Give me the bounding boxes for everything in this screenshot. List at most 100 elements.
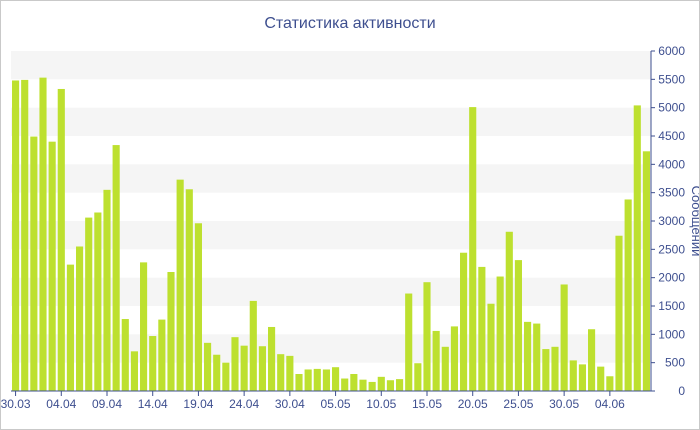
data-bar (588, 329, 596, 391)
x-tick-label: 14.04 (138, 397, 168, 411)
y-tick-label: 4000 (658, 157, 685, 171)
data-bar (149, 336, 157, 391)
data-bar (341, 378, 349, 391)
x-tick-label: 30.04 (275, 397, 305, 411)
data-bar (551, 346, 559, 391)
data-bar (441, 346, 449, 391)
data-bar (158, 319, 166, 391)
x-tick-label: 15.05 (412, 397, 442, 411)
x-tick-label: 30.03 (1, 397, 31, 411)
data-bar (560, 284, 568, 391)
x-tick-label: 19.04 (183, 397, 213, 411)
data-bar (469, 107, 477, 391)
data-bar (350, 374, 358, 391)
y-tick-label: 5500 (658, 72, 685, 86)
data-bar (432, 330, 440, 391)
data-bar (39, 77, 47, 391)
data-bar (304, 369, 312, 391)
data-bar (286, 355, 294, 391)
data-bar (76, 246, 84, 391)
data-bar (185, 189, 193, 391)
data-bar (542, 349, 550, 391)
data-bar (377, 376, 385, 391)
data-bar (85, 217, 93, 391)
y-axis-label: Сообщений (689, 186, 699, 257)
data-bar (222, 362, 230, 391)
data-bar (66, 264, 74, 391)
x-tick-label: 04.06 (595, 397, 625, 411)
data-bar (21, 79, 29, 392)
y-tick-label: 1500 (658, 299, 685, 313)
chart-title: Статистика активности (264, 15, 436, 32)
x-tick-label: 10.05 (366, 397, 396, 411)
data-bar (460, 252, 468, 391)
data-bar (240, 345, 248, 391)
data-bar (514, 260, 522, 391)
data-bar (423, 282, 431, 391)
data-bar (213, 354, 221, 391)
data-bar (505, 231, 513, 391)
data-bar (642, 151, 650, 391)
data-bar (478, 266, 486, 391)
data-bar (386, 380, 394, 391)
y-tick-label: 2500 (658, 242, 685, 256)
data-bar (606, 376, 614, 391)
data-bar (313, 368, 321, 391)
y-tick-label: 4500 (658, 129, 685, 143)
data-bar (121, 319, 129, 391)
x-tick-label: 09.04 (92, 397, 122, 411)
data-bar (396, 379, 404, 391)
grid-band (11, 107, 651, 136)
x-tick-label: 04.04 (46, 397, 76, 411)
y-tick-label: 3500 (658, 186, 685, 200)
y-tick-label: 1000 (658, 327, 685, 341)
data-bar (204, 342, 212, 391)
y-tick-label: 500 (665, 356, 685, 370)
data-bar (615, 235, 623, 391)
data-bar (57, 88, 65, 391)
x-tick-label: 30.05 (549, 397, 579, 411)
data-bar (496, 276, 504, 391)
data-bar (597, 366, 605, 391)
data-bar (524, 321, 532, 391)
data-bar (167, 272, 175, 391)
data-bar (258, 346, 266, 391)
data-bar (112, 145, 120, 391)
data-bar (249, 300, 257, 391)
data-bar (405, 293, 413, 391)
y-tick-label: 2000 (658, 271, 685, 285)
data-bar (569, 360, 577, 391)
data-bar (277, 354, 285, 391)
x-tick-label: 24.04 (229, 397, 259, 411)
data-bar (533, 323, 541, 391)
y-tick-label: 6000 (658, 44, 685, 58)
y-tick-label: 5000 (658, 101, 685, 115)
grid-band (11, 51, 651, 80)
data-bar (30, 136, 38, 391)
y-tick-label: 3000 (658, 214, 685, 228)
data-bar (487, 303, 495, 391)
data-bar (633, 105, 641, 392)
data-bar (359, 379, 367, 391)
data-bar (12, 80, 20, 391)
y-tick-label: 0 (678, 384, 685, 398)
data-bar (624, 199, 632, 391)
data-bar (140, 262, 148, 391)
data-bar (194, 223, 202, 391)
data-bar (130, 351, 138, 391)
x-tick-label: 05.05 (321, 397, 351, 411)
data-bar (268, 326, 276, 391)
data-bar (94, 212, 102, 391)
data-bar (578, 364, 586, 391)
x-tick-label: 25.05 (503, 397, 533, 411)
data-bar (332, 367, 340, 391)
data-bar (176, 179, 184, 391)
grid-band (11, 164, 651, 193)
data-bar (322, 369, 330, 391)
x-tick-label: 20.05 (458, 397, 488, 411)
data-bar (295, 374, 303, 391)
data-bar (48, 141, 56, 391)
data-bar (231, 337, 239, 391)
